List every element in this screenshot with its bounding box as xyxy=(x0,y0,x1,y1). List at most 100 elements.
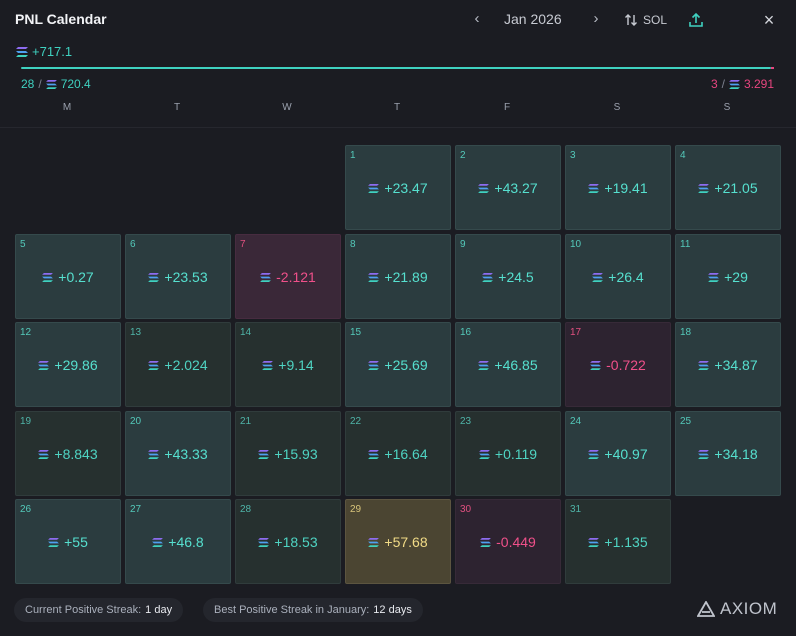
chevron-left-icon: ‹ xyxy=(474,10,480,27)
calendar-day-19[interactable]: 19 +8.843 xyxy=(15,411,121,496)
previous-month-button[interactable]: ‹ xyxy=(468,9,486,29)
calendar-day-27[interactable]: 27 +46.8 xyxy=(125,499,231,584)
solana-icon xyxy=(588,449,600,459)
day-pnl-value: +21.05 xyxy=(714,180,758,196)
axiom-logo: AXIOM xyxy=(697,599,777,619)
day-pnl-value: +19.41 xyxy=(604,180,648,196)
calendar-day-1[interactable]: 1 +23.47 xyxy=(345,145,451,230)
solana-icon xyxy=(368,360,380,370)
calendar-day-8[interactable]: 8 +21.89 xyxy=(345,234,451,319)
calendar-day-29[interactable]: 29 +57.68 xyxy=(345,499,451,584)
day-number: 23 xyxy=(460,416,472,427)
calendar-day-18[interactable]: 18 +34.87 xyxy=(675,322,781,407)
day-pnl-value: +40.97 xyxy=(604,446,648,462)
calendar-day-7[interactable]: 7 -2.121 xyxy=(235,234,341,319)
calendar-day-14[interactable]: 14 +9.14 xyxy=(235,322,341,407)
day-number: 18 xyxy=(680,327,692,338)
calendar-day-20[interactable]: 20 +43.33 xyxy=(125,411,231,496)
day-pnl-value: +2.024 xyxy=(164,357,208,373)
calendar-day-26[interactable]: 26 +55 xyxy=(15,499,121,584)
calendar-day-16[interactable]: 16 +46.85 xyxy=(455,322,561,407)
day-pnl-value: +9.14 xyxy=(278,357,314,373)
day-pnl: +46.85 xyxy=(456,357,560,373)
calendar-day-17[interactable]: 17 -0.722 xyxy=(565,322,671,407)
solana-icon xyxy=(38,360,50,370)
calendar-day-28[interactable]: 28 +18.53 xyxy=(235,499,341,584)
day-pnl: +1.135 xyxy=(566,534,670,550)
next-month-button[interactable]: › xyxy=(587,9,605,29)
day-pnl-value: +0.27 xyxy=(58,269,94,285)
calendar-day-24[interactable]: 24 +40.97 xyxy=(565,411,671,496)
solana-icon xyxy=(698,183,710,193)
solana-icon xyxy=(258,449,270,459)
calendar-day-4[interactable]: 4 +21.05 xyxy=(675,145,781,230)
share-button[interactable] xyxy=(686,10,706,30)
day-pnl-value: +29.86 xyxy=(54,357,98,373)
share-upload-icon xyxy=(689,12,703,27)
calendar-day-9[interactable]: 9 +24.5 xyxy=(455,234,561,319)
calendar-day-11[interactable]: 11 +29 xyxy=(675,234,781,319)
close-button[interactable]: × xyxy=(760,10,778,30)
day-pnl: +16.64 xyxy=(346,446,450,462)
day-pnl-value: +23.47 xyxy=(384,180,428,196)
header: PNL Calendar ‹ Jan 2026 › SOL × xyxy=(0,0,796,40)
day-pnl-value: +8.843 xyxy=(54,446,98,462)
page-title: PNL Calendar xyxy=(15,11,107,27)
calendar-day-30[interactable]: 30 -0.449 xyxy=(455,499,561,584)
solana-icon xyxy=(45,79,57,89)
day-pnl-value: +18.53 xyxy=(274,534,318,550)
current-streak-badge: Current Positive Streak: 1 day xyxy=(14,598,184,622)
day-pnl: +29.86 xyxy=(16,357,120,373)
solana-icon xyxy=(479,449,490,459)
calendar-day-6[interactable]: 6 +23.53 xyxy=(125,234,231,319)
calendar-day-31[interactable]: 31 +1.135 xyxy=(565,499,671,584)
day-pnl-value: +46.85 xyxy=(494,357,538,373)
day-pnl: +55 xyxy=(16,534,120,550)
calendar-day-3[interactable]: 3 +19.41 xyxy=(565,145,671,230)
day-number: 28 xyxy=(240,504,252,515)
calendar-day-22[interactable]: 22 +16.64 xyxy=(345,411,451,496)
calendar-day-10[interactable]: 10 +26.4 xyxy=(565,234,671,319)
day-number: 22 xyxy=(350,416,362,427)
solana-icon xyxy=(698,449,710,459)
solana-icon xyxy=(368,183,380,193)
total-pnl: +717.1 xyxy=(16,44,72,59)
negative-days-count: 3 xyxy=(710,77,718,91)
day-number: 30 xyxy=(460,504,472,515)
currency-label: SOL xyxy=(643,13,668,27)
calendar-day-2[interactable]: 2 +43.27 xyxy=(455,145,561,230)
weekday-label: T xyxy=(393,102,401,113)
day-pnl: +0.27 xyxy=(16,269,120,285)
calendar-day-12[interactable]: 12 +29.86 xyxy=(15,322,121,407)
calendar-day-23[interactable]: 23 +0.119 xyxy=(455,411,561,496)
day-pnl: +40.97 xyxy=(566,446,670,462)
day-number: 9 xyxy=(460,239,466,250)
day-number: 26 xyxy=(20,504,32,515)
currency-toggle-button[interactable]: SOL xyxy=(624,10,667,30)
calendar-day-25[interactable]: 25 +34.18 xyxy=(675,411,781,496)
day-number: 24 xyxy=(570,416,582,427)
calendar-day-13[interactable]: 13 +2.024 xyxy=(125,322,231,407)
day-pnl: +25.69 xyxy=(346,357,450,373)
negative-days-summary: 3 / 3.291 xyxy=(711,77,774,91)
solana-icon xyxy=(152,537,164,547)
day-pnl: +21.89 xyxy=(346,269,450,285)
calendar-day-21[interactable]: 21 +15.93 xyxy=(235,411,341,496)
separator: / xyxy=(38,77,42,91)
day-number: 10 xyxy=(570,239,582,250)
positive-days-summary: 28 / 720.4 xyxy=(21,77,91,91)
solana-icon xyxy=(588,183,600,193)
solana-icon xyxy=(42,272,54,282)
calendar-day-15[interactable]: 15 +25.69 xyxy=(345,322,451,407)
day-pnl-value: +21.89 xyxy=(384,269,428,285)
pnl-ratio-bar xyxy=(21,67,771,69)
day-pnl: +23.53 xyxy=(126,269,230,285)
day-pnl-value: -2.121 xyxy=(276,269,316,285)
total-pnl-value: +717.1 xyxy=(32,44,73,59)
weekday-header: M T W T F S S xyxy=(14,102,782,116)
calendar-day-5[interactable]: 5 +0.27 xyxy=(15,234,121,319)
day-pnl: +26.4 xyxy=(566,269,670,285)
day-number: 3 xyxy=(570,150,576,161)
best-streak-value: 12 days xyxy=(373,604,412,616)
day-pnl: +57.68 xyxy=(346,534,450,550)
